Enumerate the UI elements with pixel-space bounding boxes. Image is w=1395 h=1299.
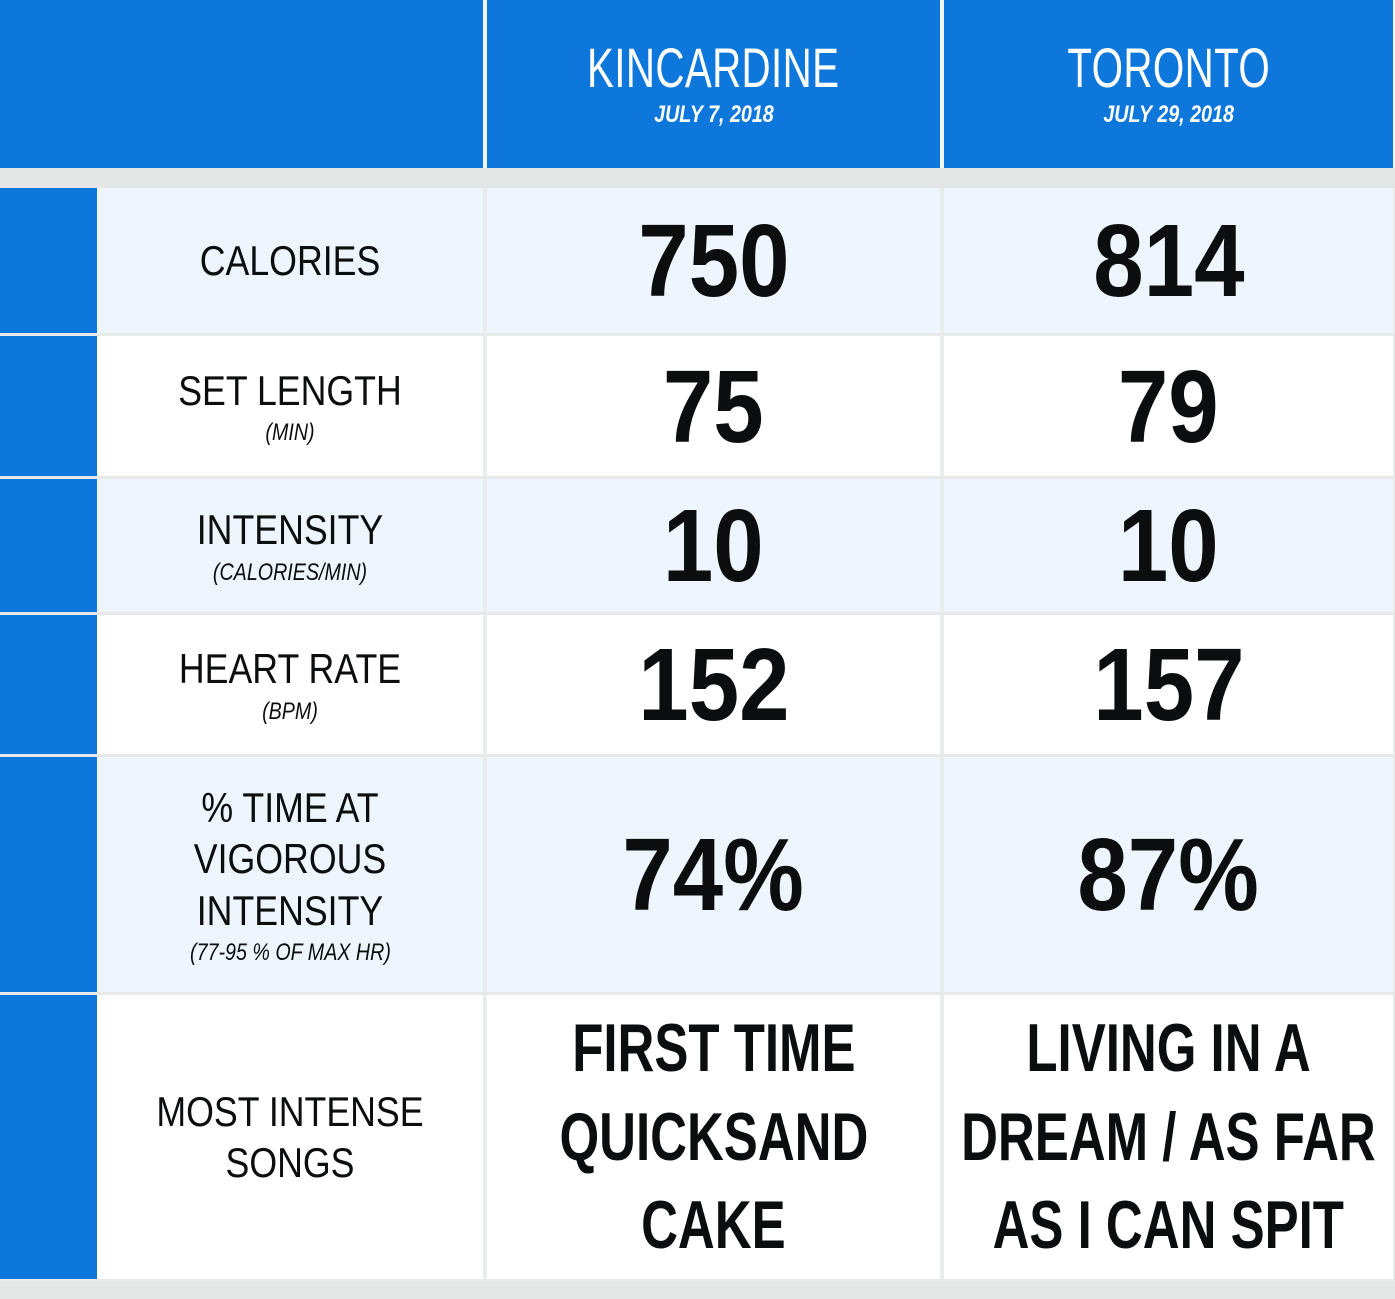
value: 750	[637, 203, 790, 318]
value: 152	[637, 627, 790, 742]
row-sublabel: (MIN)	[265, 419, 315, 447]
value: 75	[663, 348, 764, 464]
kincardine-value-cell: 152	[487, 615, 940, 754]
column-date: JULY 29, 2018	[1103, 101, 1234, 129]
toronto-value-cell: 79	[944, 336, 1393, 476]
song-title-line: LIVING IN A	[1026, 1010, 1311, 1087]
row-sublabel: (77-95 % OF MAX HR)	[189, 938, 391, 966]
header-empty-corner	[0, 0, 483, 168]
value: 79	[1118, 348, 1219, 464]
row-label-cell: HEART RATE (BPM)	[97, 615, 483, 754]
value: 10	[663, 488, 764, 603]
accent-strip	[0, 615, 97, 754]
song-title-line: FIRST TIME	[571, 1010, 856, 1087]
toronto-song-cell: LIVING IN A DREAM / AS FAR AS I CAN SPIT	[944, 995, 1393, 1279]
row-label: MOST INTENSE SONGS	[156, 1087, 424, 1186]
song-title-line: QUICKSAND	[559, 1098, 868, 1175]
row-label-cell: SET LENGTH (MIN)	[97, 336, 483, 476]
accent-strip	[0, 757, 97, 992]
accent-strip	[0, 479, 97, 612]
table-row-vigorous-intensity: % TIME AT VIGOROUS INTENSITY (77-95 % OF…	[0, 757, 1395, 992]
row-label-cell: INTENSITY (CALORIES/MIN)	[97, 479, 483, 612]
column-date: JULY 7, 2018	[653, 101, 774, 129]
table-header: KINCARDINE JULY 7, 2018 TORONTO JULY 29,…	[0, 0, 1395, 168]
value: 10	[1118, 488, 1219, 603]
row-sublabel: (CALORIES/MIN)	[212, 558, 368, 586]
column-header-toronto: TORONTO JULY 29, 2018	[944, 0, 1393, 168]
row-label: CALORIES	[199, 236, 381, 284]
row-label: SET LENGTH	[178, 366, 402, 414]
table-row-intensity: INTENSITY (CALORIES/MIN) 10 10	[0, 479, 1395, 612]
value: 74%	[622, 817, 805, 932]
column-header-kincardine: KINCARDINE JULY 7, 2018	[487, 0, 940, 168]
kincardine-value-cell: 750	[487, 188, 940, 333]
row-label: INTENSITY	[196, 506, 384, 554]
row-label-cell: MOST INTENSE SONGS	[97, 995, 483, 1279]
column-title: TORONTO	[1067, 35, 1270, 99]
toronto-value-cell: 87%	[944, 757, 1393, 992]
toronto-value-cell: 157	[944, 615, 1393, 754]
table-row-calories: CALORIES 750 814	[0, 188, 1395, 333]
value: 87%	[1077, 817, 1260, 932]
table-row-heart-rate: HEART RATE (BPM) 152 157	[0, 615, 1395, 754]
value: 814	[1092, 203, 1245, 318]
row-label: HEART RATE	[178, 645, 402, 693]
value: 157	[1092, 627, 1245, 742]
table-row-most-intense-songs: MOST INTENSE SONGS FIRST TIME QUICKSAND …	[0, 995, 1395, 1279]
row-label-cell: CALORIES	[97, 188, 483, 333]
row-label: % TIME AT VIGOROUS INTENSITY	[193, 784, 387, 934]
bottom-band	[0, 1282, 1395, 1299]
row-sublabel: (BPM)	[262, 697, 318, 725]
kincardine-song-cell: FIRST TIME QUICKSAND CAKE	[487, 995, 940, 1279]
kincardine-value-cell: 10	[487, 479, 940, 612]
column-title: KINCARDINE	[587, 35, 840, 99]
song-title-line: AS I CAN SPIT	[992, 1187, 1345, 1264]
accent-strip	[0, 188, 97, 333]
header-divider-band	[0, 168, 1395, 188]
kincardine-value-cell: 74%	[487, 757, 940, 992]
accent-strip	[0, 336, 97, 476]
toronto-value-cell: 814	[944, 188, 1393, 333]
accent-strip	[0, 995, 97, 1279]
table-row-set-length: SET LENGTH (MIN) 75 79	[0, 336, 1395, 476]
kincardine-value-cell: 75	[487, 336, 940, 476]
toronto-value-cell: 10	[944, 479, 1393, 612]
row-label-cell: % TIME AT VIGOROUS INTENSITY (77-95 % OF…	[97, 757, 483, 992]
song-title-line: DREAM / AS FAR	[961, 1098, 1376, 1175]
song-title-line: CAKE	[641, 1187, 786, 1264]
